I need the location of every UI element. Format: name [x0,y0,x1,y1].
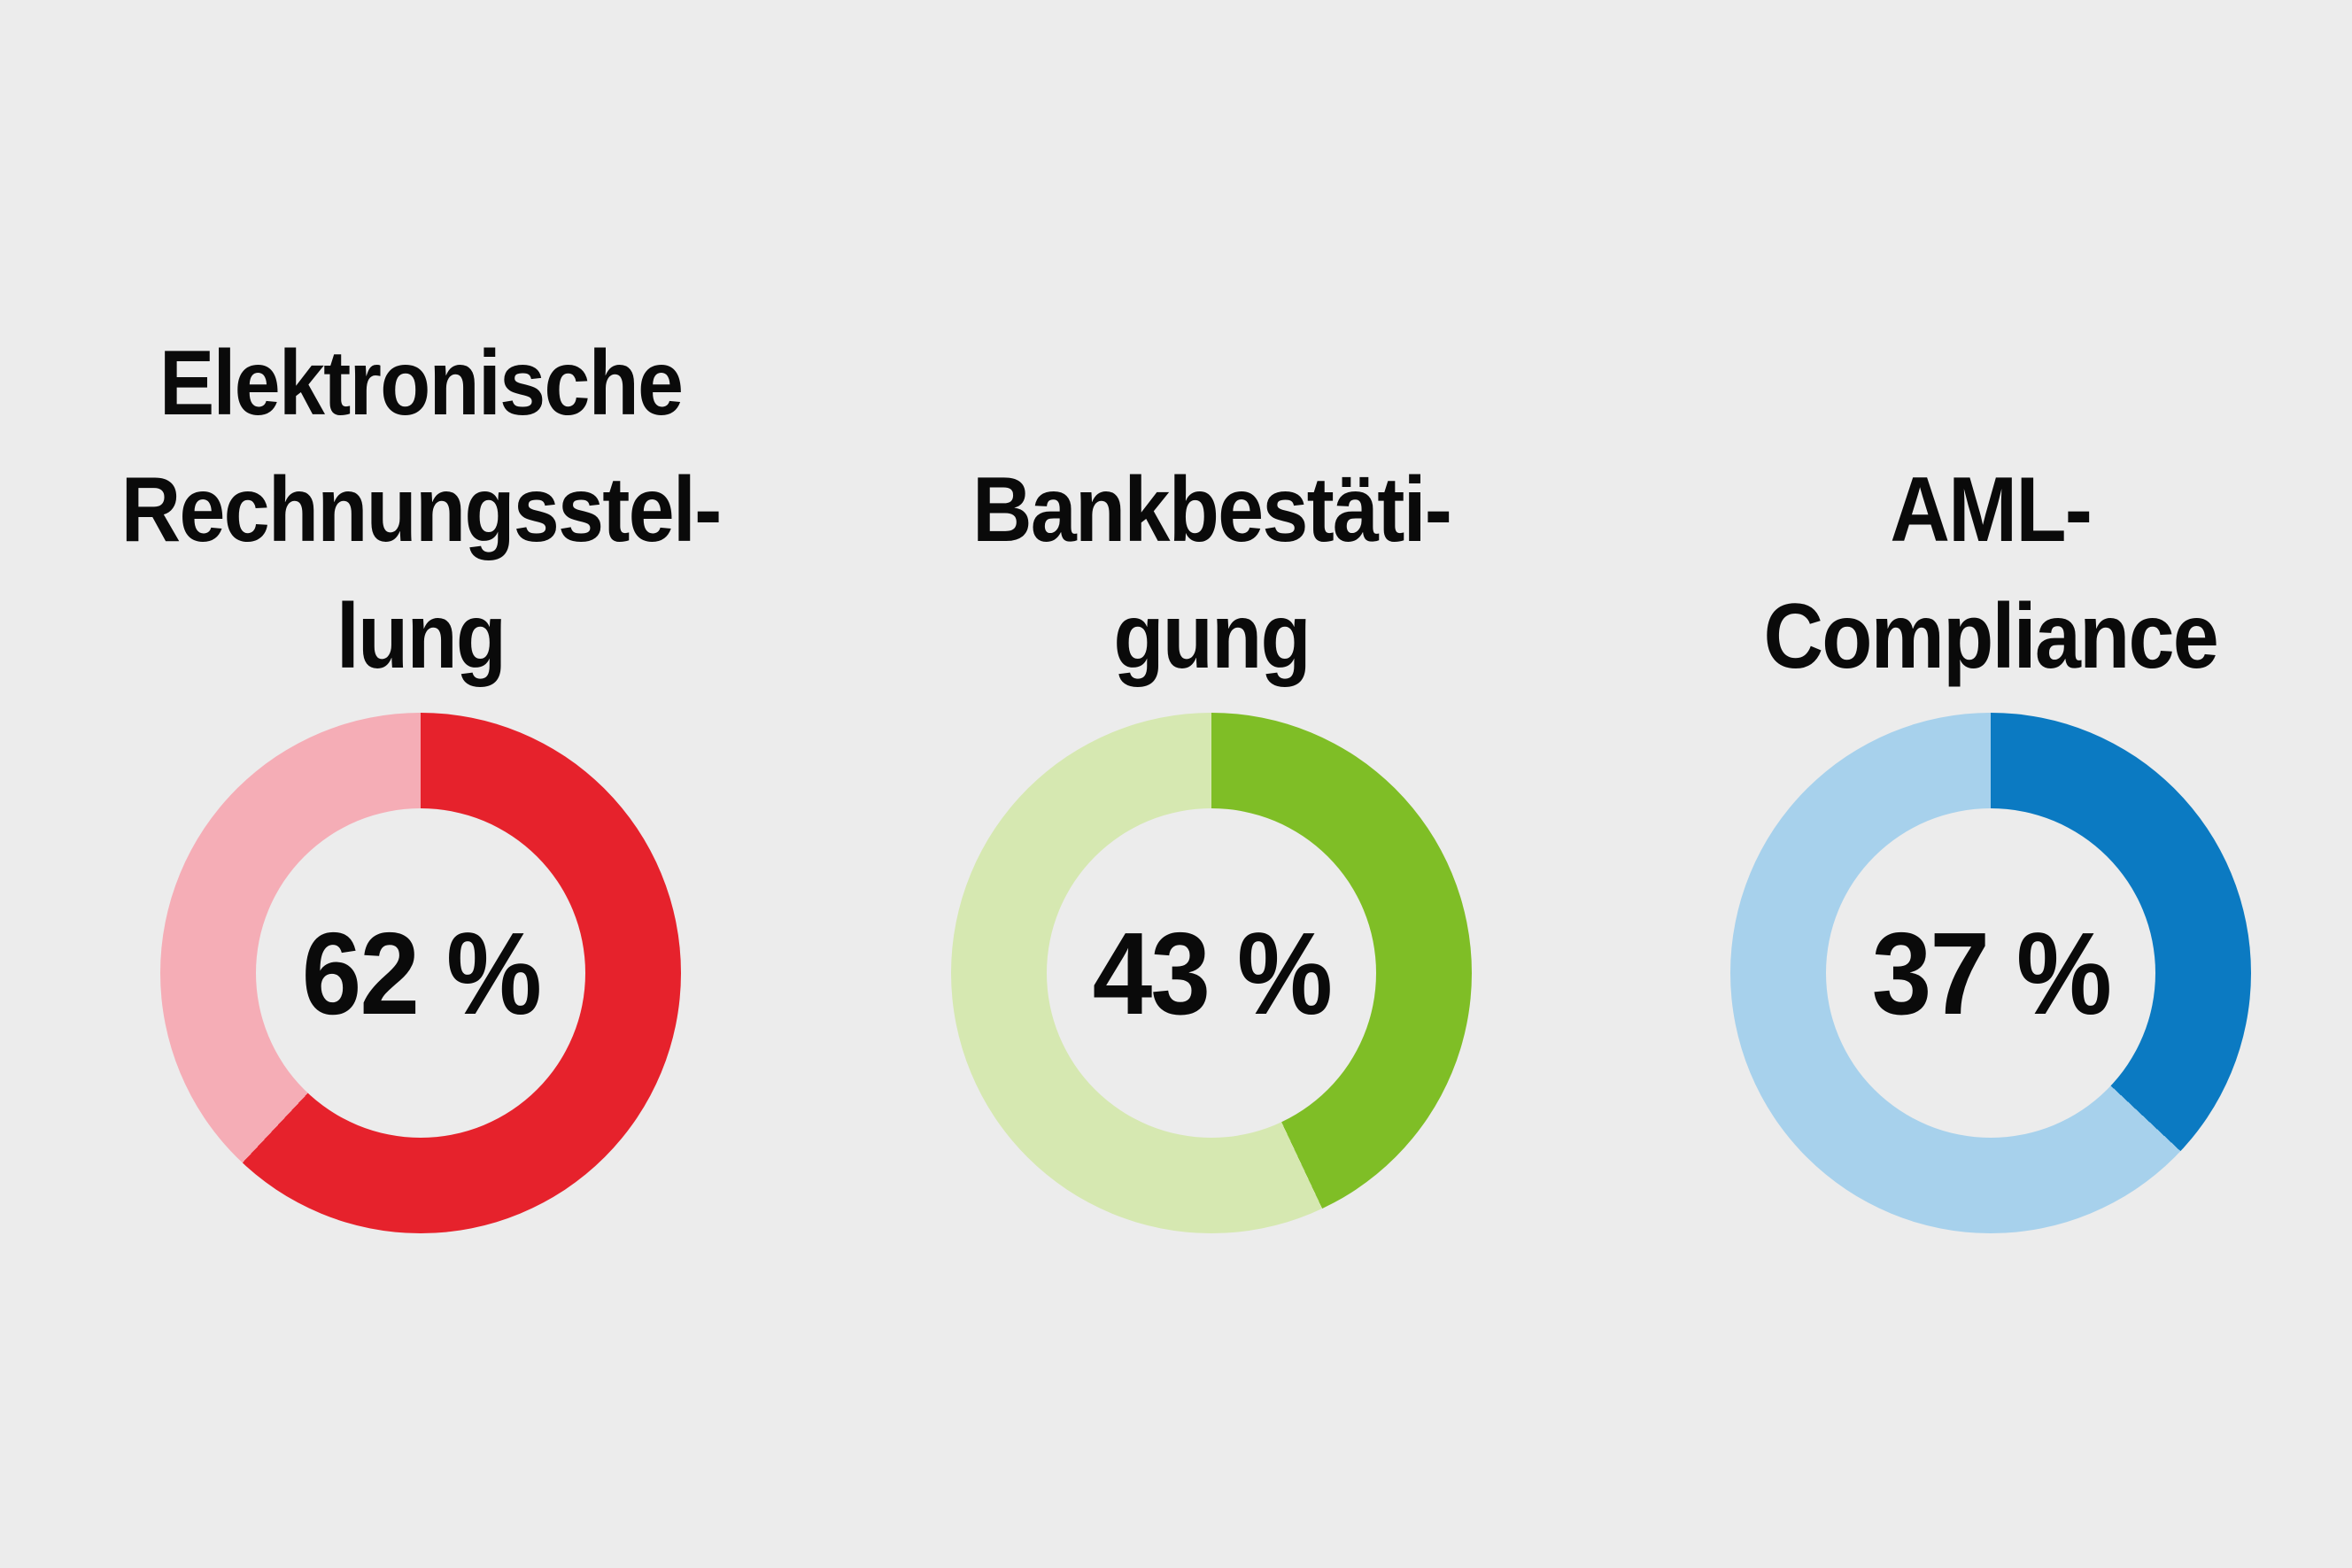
percent-label: 37 % [1871,908,2111,1039]
donut-ring: 37 % [1730,713,2251,1233]
chart-title-line: Bankbestäti- [971,459,1452,561]
chart-title-line: lung [336,585,507,688]
donut-chart-aml-compliance: AML- Compliance 37 % [1601,280,2352,1233]
chart-title: Elektronische Rechnungsstel- lung [120,280,723,700]
chart-title: AML- Compliance [1763,280,2219,700]
donut-chart-bankbestaetigung: Bankbestäti- gung 43 % [822,280,1601,1233]
percent-label: 62 % [301,908,541,1039]
donut-ring: 43 % [951,713,1472,1233]
donut-ring: 62 % [160,713,681,1233]
chart-title-line: Rechnungsstel- [120,459,723,561]
chart-title-line: gung [1113,585,1311,688]
donut-hole: 62 % [256,808,585,1138]
percent-label: 43 % [1092,908,1332,1039]
chart-title-line: Elektronische [159,332,684,435]
chart-title-line: AML- [1890,459,2093,561]
donut-hole: 37 % [1826,808,2155,1138]
chart-title: Bankbestäti- gung [971,280,1452,700]
donut-hole: 43 % [1047,808,1376,1138]
donut-chart-elektronische-rechnungsstellung: Elektronische Rechnungsstel- lung 62 % [31,280,810,1233]
chart-title-line: Compliance [1763,585,2219,688]
